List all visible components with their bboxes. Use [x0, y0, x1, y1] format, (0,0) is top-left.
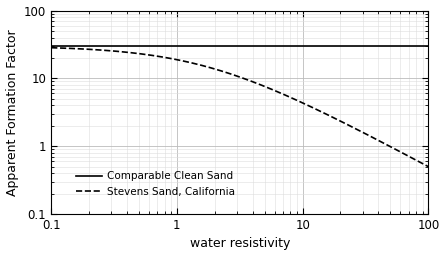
- Comparable Clean Sand: [49, 45, 54, 48]
- Stevens Sand, California: [49, 46, 54, 49]
- Comparable Clean Sand: [426, 45, 431, 48]
- Comparable Clean Sand: [417, 45, 422, 48]
- Comparable Clean Sand: [358, 45, 363, 48]
- Comparable Clean Sand: [253, 45, 258, 48]
- Stevens Sand, California: [228, 72, 233, 75]
- Stevens Sand, California: [273, 89, 278, 92]
- Comparable Clean Sand: [228, 45, 233, 48]
- X-axis label: water resistivity: water resistivity: [190, 238, 290, 250]
- Line: Stevens Sand, California: Stevens Sand, California: [51, 48, 429, 167]
- Stevens Sand, California: [426, 165, 431, 168]
- Legend: Comparable Clean Sand, Stevens Sand, California: Comparable Clean Sand, Stevens Sand, Cal…: [72, 167, 239, 201]
- Stevens Sand, California: [253, 81, 258, 84]
- Stevens Sand, California: [417, 160, 422, 163]
- Stevens Sand, California: [358, 130, 363, 133]
- Comparable Clean Sand: [230, 45, 235, 48]
- Y-axis label: Apparent Formation Factor: Apparent Formation Factor: [5, 29, 19, 196]
- Comparable Clean Sand: [273, 45, 278, 48]
- Stevens Sand, California: [230, 73, 235, 76]
